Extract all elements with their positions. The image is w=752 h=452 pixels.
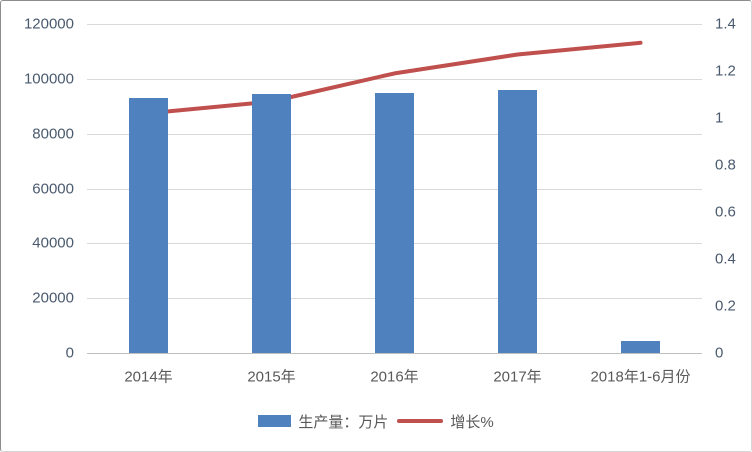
right-axis-tick-label: 0 bbox=[715, 344, 724, 362]
production-bar bbox=[498, 89, 537, 353]
x-axis-label: 2018年1-6月份 bbox=[590, 368, 691, 386]
legend-item-growth: 增长% bbox=[388, 411, 494, 432]
production-bar bbox=[375, 92, 414, 353]
legend-item-production: 生产量：万片 bbox=[258, 411, 388, 432]
right-axis-tick-label: 1.4 bbox=[715, 15, 736, 33]
x-axis-label: 2014年 bbox=[124, 368, 173, 386]
growth-line-svg bbox=[146, 40, 643, 116]
right-axis-tick-label: 0.6 bbox=[715, 203, 736, 221]
left-axis-tick-label: 40000 bbox=[32, 234, 74, 252]
right-axis-tick-label: 0.2 bbox=[715, 297, 736, 315]
x-axis-line bbox=[87, 353, 702, 354]
production-bar bbox=[129, 98, 168, 353]
legend: 生产量：万片 增长% bbox=[1, 411, 751, 432]
x-axis-label: 2015年 bbox=[247, 368, 296, 386]
production-bar bbox=[621, 340, 660, 353]
right-axis-tick-label: 0.4 bbox=[715, 250, 736, 268]
left-axis-tick-label: 120000 bbox=[23, 15, 74, 33]
line-series-swatch bbox=[397, 419, 444, 423]
left-axis-tick-label: 80000 bbox=[32, 125, 74, 143]
left-axis-tick-label: 20000 bbox=[32, 289, 74, 307]
gridline bbox=[87, 24, 702, 25]
right-axis-tick-label: 1.2 bbox=[715, 62, 736, 80]
x-axis-label: 2016年 bbox=[370, 368, 419, 386]
bar-series-label: 生产量：万片 bbox=[298, 413, 389, 431]
production-bar bbox=[252, 93, 291, 353]
right-axis-tick-label: 1 bbox=[715, 109, 724, 127]
gridline bbox=[87, 78, 702, 80]
bar-series-swatch bbox=[258, 415, 292, 427]
growth-line bbox=[146, 40, 643, 116]
plot-area bbox=[87, 24, 702, 354]
left-axis-tick-label: 60000 bbox=[32, 180, 74, 197]
left-axis-tick-label: 100000 bbox=[23, 70, 74, 88]
line-series-label: 增长% bbox=[450, 413, 494, 431]
left-axis-tick-label: 0 bbox=[65, 344, 74, 362]
right-axis-tick-label: 0.8 bbox=[715, 156, 736, 174]
x-axis-label: 2017年 bbox=[493, 368, 542, 386]
